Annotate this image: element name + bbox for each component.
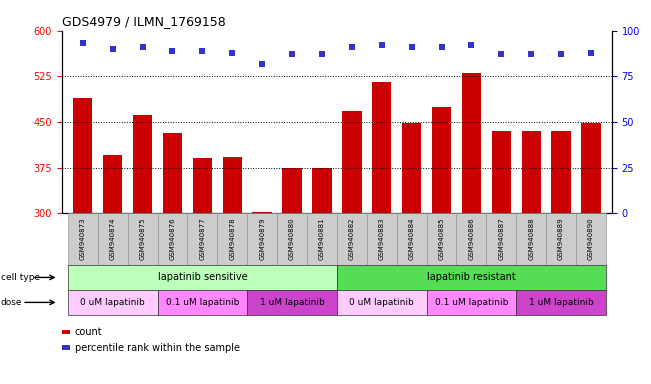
Bar xyxy=(253,212,272,213)
Point xyxy=(227,50,238,56)
Text: GSM940878: GSM940878 xyxy=(229,218,235,260)
Text: GSM940877: GSM940877 xyxy=(199,218,205,260)
Bar xyxy=(516,290,606,315)
Point xyxy=(107,46,118,52)
Bar xyxy=(576,213,606,265)
Text: GSM940889: GSM940889 xyxy=(558,218,564,260)
Bar xyxy=(277,213,307,265)
Bar xyxy=(402,122,421,213)
Bar xyxy=(247,290,337,315)
Bar xyxy=(187,213,217,265)
Bar xyxy=(337,213,367,265)
Bar xyxy=(456,213,486,265)
Bar xyxy=(307,213,337,265)
Text: GSM940890: GSM940890 xyxy=(588,218,594,260)
Bar xyxy=(426,290,516,315)
Bar xyxy=(521,131,541,213)
Bar xyxy=(98,213,128,265)
Bar xyxy=(62,330,70,334)
Text: percentile rank within the sample: percentile rank within the sample xyxy=(75,343,240,353)
Bar xyxy=(193,158,212,213)
Bar xyxy=(486,213,516,265)
Point xyxy=(287,51,298,58)
Bar xyxy=(551,131,571,213)
Bar xyxy=(337,265,606,290)
Text: GSM940875: GSM940875 xyxy=(139,218,146,260)
Text: 1 uM lapatinib: 1 uM lapatinib xyxy=(260,298,324,307)
Bar xyxy=(128,213,158,265)
Text: 0 uM lapatinib: 0 uM lapatinib xyxy=(350,298,414,307)
Text: GSM940874: GSM940874 xyxy=(109,218,116,260)
Point xyxy=(346,44,357,50)
Bar xyxy=(396,213,426,265)
Point xyxy=(317,51,327,58)
Text: GSM940886: GSM940886 xyxy=(469,218,475,260)
Text: GDS4979 / ILMN_1769158: GDS4979 / ILMN_1769158 xyxy=(62,15,226,28)
Text: 0 uM lapatinib: 0 uM lapatinib xyxy=(80,298,145,307)
Text: lapatinib resistant: lapatinib resistant xyxy=(427,272,516,283)
Bar xyxy=(223,157,242,213)
Text: GSM940876: GSM940876 xyxy=(169,218,176,260)
Text: GSM940883: GSM940883 xyxy=(379,218,385,260)
Bar xyxy=(68,213,98,265)
Text: 1 uM lapatinib: 1 uM lapatinib xyxy=(529,298,594,307)
Bar xyxy=(158,290,247,315)
Point xyxy=(466,42,477,48)
Bar xyxy=(103,156,122,213)
Text: GSM940887: GSM940887 xyxy=(498,218,505,260)
Bar xyxy=(342,111,361,213)
Point xyxy=(556,51,566,58)
Point xyxy=(167,48,178,54)
Text: count: count xyxy=(75,327,102,337)
Bar xyxy=(462,73,481,213)
Point xyxy=(526,51,536,58)
Text: dose: dose xyxy=(1,298,22,307)
Bar xyxy=(312,167,331,213)
Bar xyxy=(217,213,247,265)
Bar xyxy=(247,213,277,265)
Text: GSM940888: GSM940888 xyxy=(528,218,534,260)
Bar xyxy=(546,213,576,265)
Text: GSM940881: GSM940881 xyxy=(319,218,325,260)
Text: GSM940882: GSM940882 xyxy=(349,218,355,260)
Point xyxy=(77,40,88,46)
Point xyxy=(197,48,208,54)
Bar xyxy=(372,83,391,213)
Point xyxy=(436,44,447,50)
Text: 0.1 uM lapatinib: 0.1 uM lapatinib xyxy=(435,298,508,307)
Bar xyxy=(158,213,187,265)
Point xyxy=(257,61,268,67)
Bar xyxy=(337,290,426,315)
Point xyxy=(586,50,596,56)
Bar xyxy=(432,107,451,213)
Bar xyxy=(492,131,511,213)
Bar xyxy=(68,290,158,315)
Point xyxy=(376,42,387,48)
Bar xyxy=(68,265,337,290)
Text: GSM940879: GSM940879 xyxy=(259,218,265,260)
Text: GSM940885: GSM940885 xyxy=(439,218,445,260)
Point xyxy=(406,44,417,50)
Point xyxy=(137,44,148,50)
Text: GSM940873: GSM940873 xyxy=(80,218,86,260)
Text: 0.1 uM lapatinib: 0.1 uM lapatinib xyxy=(165,298,239,307)
Bar xyxy=(163,133,182,213)
Bar xyxy=(73,98,92,213)
Bar xyxy=(516,213,546,265)
Bar xyxy=(62,345,70,350)
Bar xyxy=(283,167,302,213)
Bar xyxy=(133,114,152,213)
Text: GSM940884: GSM940884 xyxy=(409,218,415,260)
Point xyxy=(496,51,506,58)
Text: cell type: cell type xyxy=(1,273,40,282)
Bar xyxy=(367,213,396,265)
Bar xyxy=(581,123,601,213)
Text: lapatinib sensitive: lapatinib sensitive xyxy=(158,272,247,283)
Bar xyxy=(426,213,456,265)
Text: GSM940880: GSM940880 xyxy=(289,218,295,260)
